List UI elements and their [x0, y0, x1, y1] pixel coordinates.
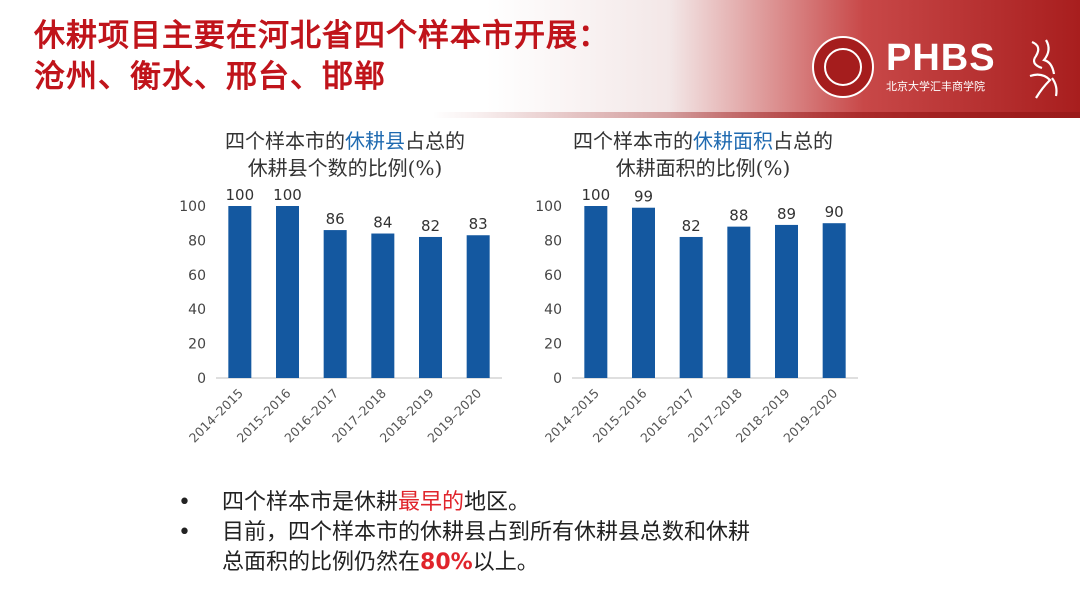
emphasis-earliest: 最早的: [398, 490, 465, 515]
y-tick-label: 60: [188, 268, 206, 284]
bullet-list: • 四个样本市是休耕最早的地区。 • 目前，四个样本市的休耕县占到所有休耕县总数…: [178, 488, 898, 578]
logo-wordmark: PHBS: [886, 37, 996, 79]
bar: [775, 224, 798, 378]
y-tick-label: 60: [544, 268, 562, 284]
bar: [727, 226, 751, 378]
y-tick-label: 80: [544, 233, 562, 249]
data-label: 100: [226, 186, 255, 204]
calligraphy-icon: [1029, 39, 1058, 99]
data-label: 82: [682, 217, 701, 235]
data-label: 100: [582, 186, 611, 204]
y-tick-label: 100: [179, 199, 206, 215]
left-bar-chart: 0204060801001002014–20151002015–20168620…: [179, 186, 502, 446]
y-tick-label: 0: [553, 371, 562, 387]
y-tick-label: 40: [544, 302, 562, 318]
right-chart-title-line-1: 四个样本市的休耕面积占总的: [573, 129, 833, 153]
left-chart-title-line-1: 四个样本市的休耕县占总的: [225, 129, 465, 153]
bar: [276, 206, 299, 378]
data-label: 84: [373, 214, 392, 232]
data-label: 83: [469, 215, 488, 233]
data-label: 90: [825, 203, 844, 221]
y-tick-label: 40: [188, 302, 206, 318]
y-tick-label: 20: [544, 337, 562, 353]
y-tick-label: 20: [188, 337, 206, 353]
y-tick-label: 80: [188, 233, 206, 249]
data-label: 88: [729, 207, 748, 225]
right-bar-chart: 0204060801001002014–2015992015–201682201…: [535, 186, 858, 446]
right-chart-title: 四个样本市的休耕面积占总的 休耕面积的比例(%): [548, 128, 858, 182]
data-label: 89: [777, 205, 796, 223]
header-band: [0, 0, 1080, 118]
bullet-marker: •: [178, 490, 191, 515]
bar: [584, 206, 608, 378]
phbs-logo: PHBS 北京大学汇丰商学院: [808, 34, 1078, 106]
bar: [632, 207, 655, 378]
bar: [679, 236, 703, 378]
pku-seal-icon: [812, 36, 874, 98]
data-label: 86: [326, 210, 345, 228]
bar: [419, 236, 442, 378]
data-label: 82: [421, 217, 440, 235]
y-tick-label: 100: [535, 199, 562, 215]
bar: [323, 230, 347, 378]
left-chart-title: 四个样本市的休耕县占总的 休耕县个数的比例(%): [190, 128, 500, 182]
bar: [371, 233, 395, 378]
bar: [228, 206, 252, 378]
logo-subtitle: 北京大学汇丰商学院: [886, 80, 985, 93]
data-label: 99: [634, 188, 653, 206]
slide-title: 休耕项目主要在河北省四个样本市开展： 沧州、衡水、邢台、邯郸: [34, 16, 610, 98]
bullet-item-1: • 四个样本市是休耕最早的地区。: [178, 488, 898, 518]
right-chart-title-line-2: 休耕面积的比例(%): [615, 156, 791, 180]
data-label: 100: [273, 186, 302, 204]
bullet-item-2: • 目前，四个样本市的休耕县占到所有休耕县总数和休耕 总面积的比例仍然在80%以…: [178, 520, 751, 575]
left-chart-title-line-2: 休耕县个数的比例(%): [247, 156, 443, 180]
title-line-1: 休耕项目主要在河北省四个样本市开展：: [34, 18, 610, 54]
title-line-2: 沧州、衡水、邢台、邯郸: [34, 59, 386, 95]
bullet-marker: •: [178, 520, 191, 545]
y-tick-label: 0: [197, 371, 206, 387]
bar: [466, 235, 490, 378]
bar: [822, 223, 846, 378]
emphasis-80-percent: 80%: [420, 550, 473, 575]
